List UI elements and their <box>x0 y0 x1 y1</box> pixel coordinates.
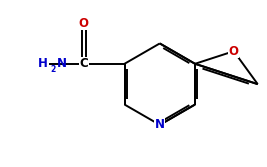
Text: O: O <box>79 17 89 30</box>
Text: O: O <box>229 45 239 58</box>
Text: 2: 2 <box>50 65 56 74</box>
Text: N: N <box>57 57 67 70</box>
Text: H: H <box>38 57 48 70</box>
Text: C: C <box>79 57 88 70</box>
Text: N: N <box>155 118 165 131</box>
